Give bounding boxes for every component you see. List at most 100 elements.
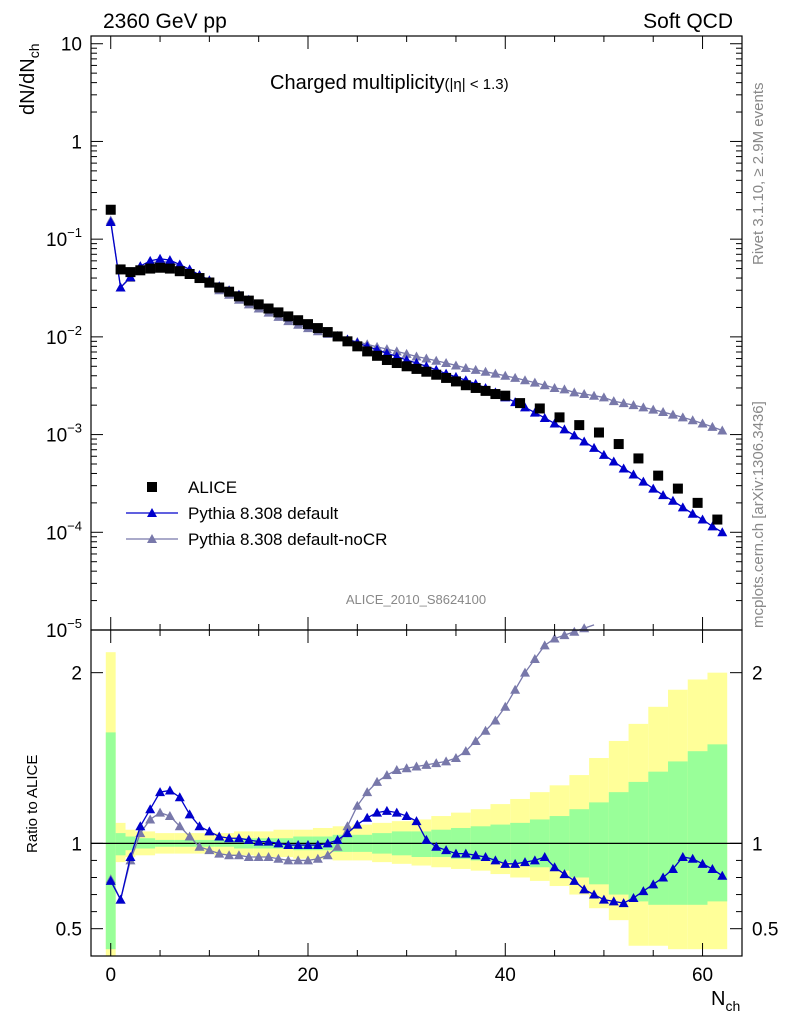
mcplots-label: mcplots.cern.ch [arXiv:1306.3436] bbox=[750, 401, 767, 628]
noCR-marker bbox=[559, 384, 570, 394]
ratio-noCR-marker bbox=[342, 821, 353, 831]
ratio-default-marker bbox=[411, 816, 422, 826]
default-marker bbox=[628, 469, 639, 479]
y-tick-label: 10−1 bbox=[46, 225, 82, 251]
noCR-marker bbox=[411, 351, 422, 361]
ratio-default-marker bbox=[687, 853, 698, 863]
ratio-noCR-marker bbox=[539, 640, 550, 650]
default-marker bbox=[618, 463, 629, 473]
ratio-default-marker bbox=[490, 855, 501, 865]
noCR-marker bbox=[391, 346, 402, 356]
ratio-default-marker bbox=[401, 811, 412, 821]
noCR-marker bbox=[707, 421, 718, 431]
x-tick-label: 20 bbox=[297, 965, 318, 986]
ratio-default-marker bbox=[194, 821, 205, 831]
stat-uncertainty-band bbox=[411, 831, 432, 858]
noCR-marker bbox=[569, 387, 580, 397]
alice-marker bbox=[105, 204, 116, 215]
alice-marker bbox=[312, 323, 323, 334]
ratio-noCR-marker bbox=[421, 759, 432, 769]
ratio-default-marker bbox=[174, 792, 185, 802]
ratio-default-marker bbox=[608, 896, 619, 906]
ratio-default-marker bbox=[569, 875, 580, 885]
ratio-default-marker bbox=[352, 819, 363, 829]
ratio-default-marker bbox=[677, 852, 688, 862]
ratio-noCR-marker bbox=[529, 654, 540, 664]
ratio-tick-label: 1 bbox=[71, 834, 82, 855]
ratio-default-marker bbox=[214, 831, 225, 841]
default-marker bbox=[658, 490, 669, 500]
alice-marker bbox=[194, 273, 205, 284]
ratio-default-marker bbox=[441, 845, 452, 855]
noCR-marker bbox=[658, 407, 669, 417]
y-tick-label: 1 bbox=[71, 132, 82, 153]
alice-marker bbox=[554, 412, 565, 423]
ratio-noCR-marker bbox=[155, 807, 166, 817]
default-marker bbox=[145, 255, 156, 265]
header-right: Soft QCD bbox=[643, 10, 733, 33]
stat-uncertainty-band bbox=[668, 761, 688, 905]
ratio-default-marker bbox=[273, 838, 284, 848]
alice-marker bbox=[441, 372, 452, 383]
ratio-default-marker bbox=[520, 857, 530, 867]
stat-uncertainty-band bbox=[628, 781, 649, 902]
default-marker bbox=[707, 521, 718, 531]
default-marker bbox=[569, 430, 580, 440]
ratio-default-marker bbox=[303, 840, 313, 850]
default-marker bbox=[115, 282, 126, 292]
stat-uncertainty-band bbox=[105, 732, 116, 950]
default-marker bbox=[717, 527, 728, 537]
alice-marker bbox=[712, 514, 723, 525]
stat-uncertainty-band bbox=[707, 744, 728, 902]
ratio-default-marker bbox=[204, 826, 215, 836]
ratio-default-marker bbox=[145, 804, 156, 814]
alice-marker bbox=[155, 262, 166, 273]
ratio-tick-label-right: 0.5 bbox=[752, 920, 778, 941]
noCR-marker bbox=[697, 418, 708, 428]
ratio-default-marker bbox=[184, 809, 195, 819]
legend-triangle-marker bbox=[147, 534, 157, 543]
ratio-default-marker bbox=[224, 833, 235, 843]
x-tick-label: 40 bbox=[495, 965, 516, 986]
ratio-noCR-marker bbox=[224, 850, 235, 860]
chart-title-sub: (|η| < 1.3) bbox=[445, 76, 509, 93]
stat-uncertainty-band bbox=[648, 771, 669, 905]
ratio-default-marker bbox=[539, 852, 550, 862]
ratio-default-marker bbox=[105, 875, 116, 885]
legend: ALICE Pythia 8.308 default Pythia 8.308 de… bbox=[126, 478, 387, 549]
ratio-default-marker bbox=[628, 892, 639, 902]
ratio-noCR-marker bbox=[184, 831, 195, 841]
ratio-default-marker bbox=[450, 848, 461, 858]
noCR-marker bbox=[539, 380, 550, 390]
alice-marker bbox=[490, 389, 501, 400]
alice-marker bbox=[135, 265, 146, 276]
ratio-noCR-marker bbox=[204, 845, 215, 855]
ratio-noCR-marker bbox=[460, 746, 471, 756]
y-axis-label-sub: ch bbox=[26, 44, 42, 59]
ratio-default-marker bbox=[707, 863, 718, 873]
noCR-marker bbox=[421, 353, 432, 363]
ratio-noCR-marker bbox=[293, 855, 304, 865]
ratio-default-marker bbox=[717, 870, 728, 880]
alice-marker bbox=[372, 350, 383, 361]
ratio-noCR-marker bbox=[283, 855, 294, 865]
alice-marker bbox=[303, 319, 313, 330]
ratio-noCR-marker bbox=[312, 853, 323, 863]
alice-marker bbox=[283, 311, 294, 322]
ratio-default-marker bbox=[362, 812, 373, 822]
ratio-default-marker bbox=[510, 858, 521, 868]
ratio-default-marker bbox=[549, 862, 560, 872]
ratio-noCR-marker bbox=[559, 630, 570, 640]
y-tick-label: 10 bbox=[61, 35, 82, 56]
noCR-marker bbox=[549, 382, 560, 392]
alice-marker bbox=[362, 346, 373, 357]
ratio-noCR-marker bbox=[145, 814, 156, 824]
x-tick-label: 60 bbox=[692, 965, 713, 986]
alice-marker bbox=[633, 453, 644, 464]
ratio-noCR-marker bbox=[579, 623, 590, 633]
ratio-default-marker bbox=[529, 855, 540, 865]
default-marker bbox=[559, 424, 570, 434]
ratio-default-marker bbox=[618, 898, 629, 908]
ratio-noCR-marker bbox=[273, 853, 284, 863]
x-tick-label: 0 bbox=[105, 965, 116, 986]
